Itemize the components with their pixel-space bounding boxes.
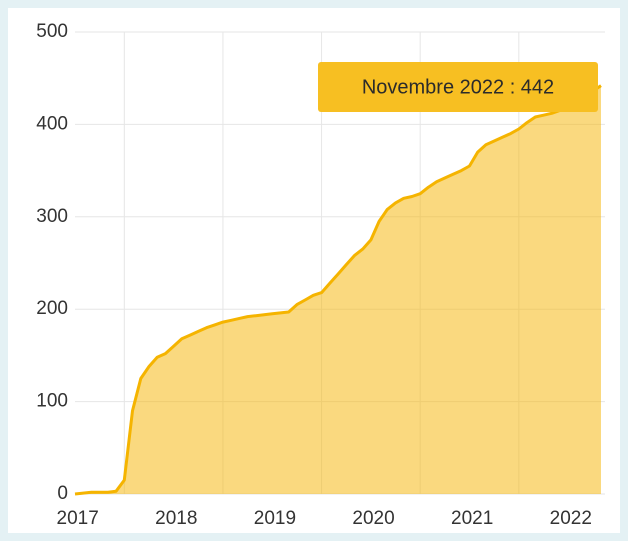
x-tick-label: 2019 xyxy=(254,508,296,529)
y-tick-label: 400 xyxy=(36,113,68,134)
x-tick-label: 2018 xyxy=(155,508,197,529)
y-tick-label: 0 xyxy=(57,483,68,504)
x-tick-label: 2021 xyxy=(451,508,493,529)
x-tick-label: 2017 xyxy=(57,508,99,529)
tooltip-text: Novembre 2022 : 442 xyxy=(362,76,554,98)
y-tick-label: 100 xyxy=(36,391,68,412)
y-tick-label: 500 xyxy=(36,21,68,42)
y-tick-label: 300 xyxy=(36,206,68,227)
x-tick-label: 2020 xyxy=(352,508,394,529)
y-tick-label: 200 xyxy=(36,298,68,319)
line xyxy=(74,84,602,496)
x-tick-label: 2022 xyxy=(550,508,592,529)
tooltip: Novembre 2022 : 442 xyxy=(318,62,598,112)
area-fill xyxy=(75,85,601,494)
tooltip-box xyxy=(318,62,598,112)
